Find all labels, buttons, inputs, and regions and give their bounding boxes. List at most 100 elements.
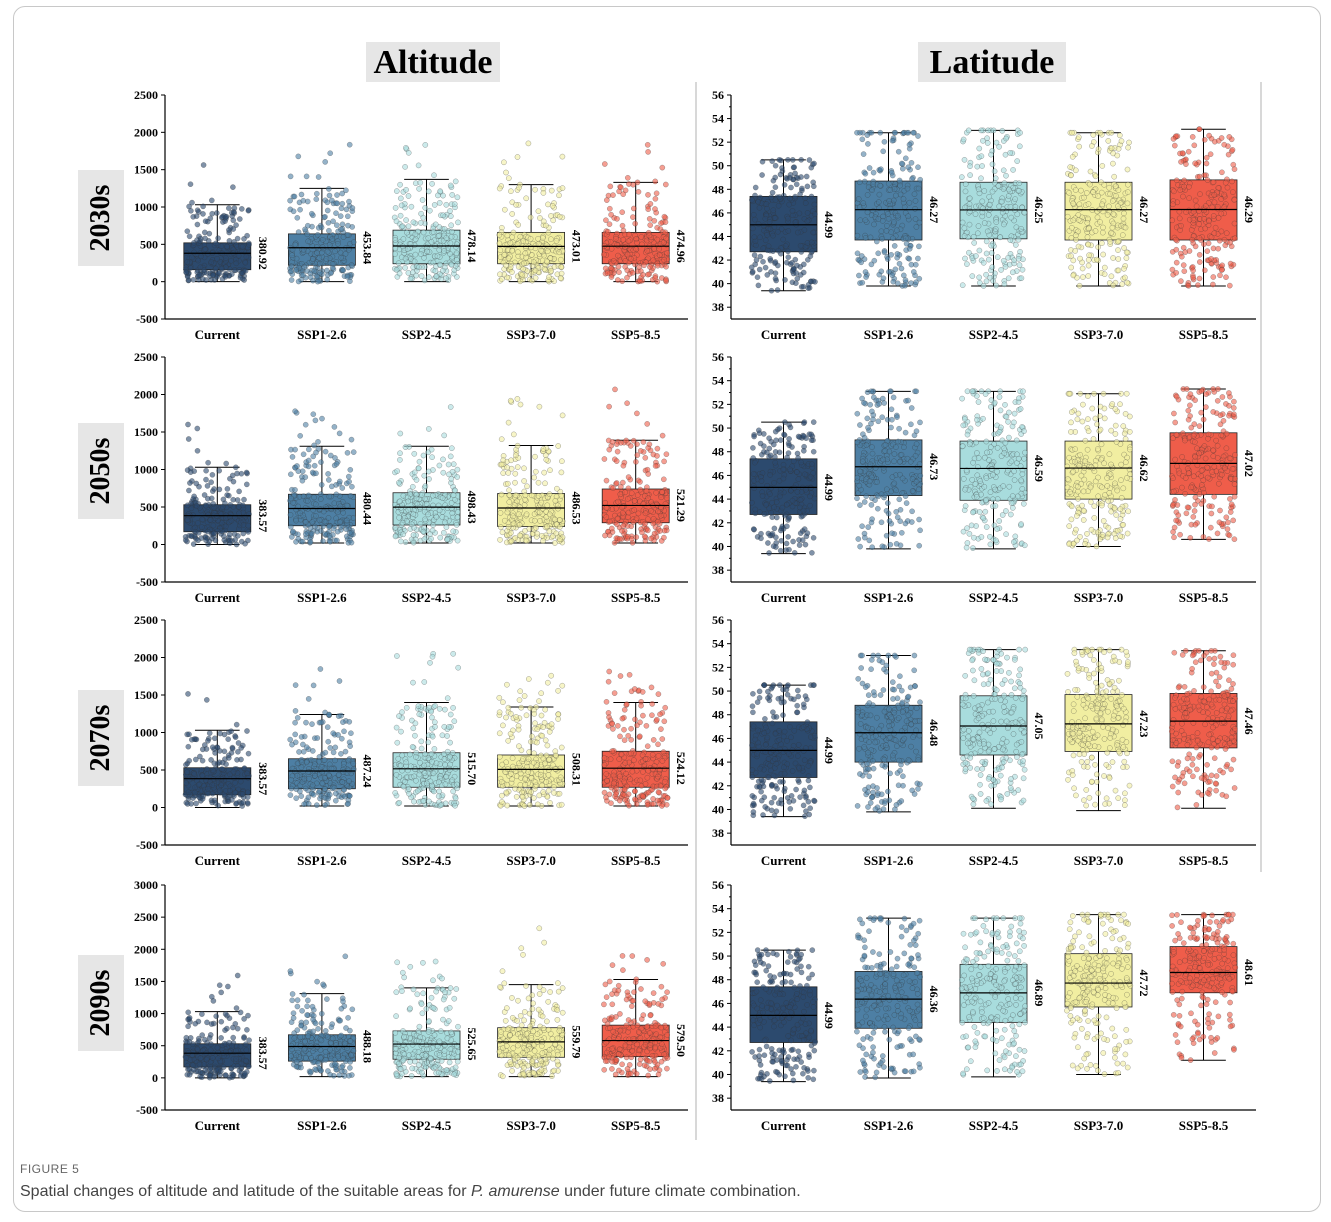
data-point <box>524 483 530 490</box>
data-point <box>200 793 206 800</box>
data-point <box>238 470 245 477</box>
data-point <box>785 156 791 163</box>
data-point <box>1170 475 1176 482</box>
data-point <box>773 514 780 521</box>
y-tick-label: 44 <box>712 492 724 506</box>
data-point <box>345 246 352 253</box>
data-point <box>913 428 920 435</box>
data-point <box>397 212 404 219</box>
data-point <box>501 252 508 258</box>
data-point <box>905 129 912 136</box>
data-point <box>1105 138 1112 144</box>
data-point <box>300 451 307 458</box>
data-point <box>230 496 237 503</box>
data-point <box>327 270 334 277</box>
data-point <box>422 516 428 523</box>
scatter-points-SSP5-8.5 <box>601 141 671 285</box>
data-point <box>794 229 801 236</box>
data-point <box>184 259 191 265</box>
data-point <box>319 236 326 243</box>
data-point <box>983 250 990 257</box>
data-point <box>421 472 428 479</box>
data-point <box>966 530 973 537</box>
data-point <box>617 483 624 490</box>
data-point <box>1118 138 1125 144</box>
data-point <box>431 202 438 208</box>
data-point <box>327 150 334 157</box>
data-point <box>801 419 808 425</box>
data-point <box>293 538 299 545</box>
data-point <box>1019 486 1026 492</box>
data-point <box>969 273 976 279</box>
median-value-label: 44.99 <box>822 474 836 501</box>
data-point <box>1198 467 1205 474</box>
data-point <box>869 544 876 551</box>
data-point <box>902 235 909 242</box>
data-point <box>226 227 232 233</box>
data-point <box>234 235 241 242</box>
y-tick-label: 0 <box>152 275 158 289</box>
data-point <box>985 212 992 218</box>
data-point <box>423 501 430 507</box>
data-point <box>1081 194 1087 201</box>
data-point <box>913 478 920 485</box>
data-point <box>1196 126 1203 133</box>
data-point <box>980 259 987 266</box>
data-point <box>883 486 890 493</box>
data-point <box>809 549 815 556</box>
data-point <box>648 535 654 542</box>
data-point <box>751 216 758 223</box>
data-point <box>429 527 436 534</box>
data-point <box>194 425 201 432</box>
data-point <box>343 206 350 213</box>
data-point <box>750 445 756 451</box>
data-point <box>209 471 216 478</box>
data-point <box>454 466 461 473</box>
data-point <box>185 436 192 442</box>
data-point <box>1231 166 1238 173</box>
data-point <box>1008 214 1015 221</box>
data-point <box>759 172 765 178</box>
data-point <box>1016 143 1023 150</box>
data-point <box>432 221 439 228</box>
data-point <box>801 526 808 532</box>
data-point <box>891 451 898 457</box>
data-point <box>294 214 301 221</box>
x-tick-label: Current <box>195 853 241 868</box>
data-point <box>1223 230 1230 237</box>
data-point <box>1214 442 1221 449</box>
data-point <box>1086 225 1092 232</box>
data-point <box>506 492 513 499</box>
data-point <box>546 511 553 518</box>
data-point <box>810 534 817 541</box>
data-point <box>551 278 557 285</box>
data-point <box>885 210 891 217</box>
data-point <box>211 486 217 492</box>
data-point <box>412 236 419 243</box>
y-tick-label: 2500 <box>134 88 158 102</box>
data-point <box>861 499 868 505</box>
data-point <box>988 151 994 158</box>
y-tick-label: 1000 <box>134 200 158 214</box>
data-point <box>228 517 235 524</box>
data-point <box>1171 534 1177 541</box>
data-point <box>1012 242 1019 248</box>
data-point <box>661 534 667 541</box>
data-point <box>623 437 630 444</box>
data-point <box>212 240 219 247</box>
data-point <box>620 462 627 469</box>
data-point <box>536 403 543 410</box>
data-point <box>645 206 652 213</box>
data-point <box>972 481 979 487</box>
x-tick-label: SSP3-7.0 <box>1074 327 1123 342</box>
data-point <box>880 456 886 463</box>
data-point <box>912 261 919 268</box>
x-tick-label: SSP2-4.5 <box>402 327 452 342</box>
data-point <box>1095 446 1101 452</box>
data-point <box>601 251 607 258</box>
data-point <box>545 201 551 208</box>
data-point <box>662 181 669 188</box>
data-point <box>960 476 967 482</box>
data-point <box>966 221 973 228</box>
data-point <box>1189 134 1196 140</box>
